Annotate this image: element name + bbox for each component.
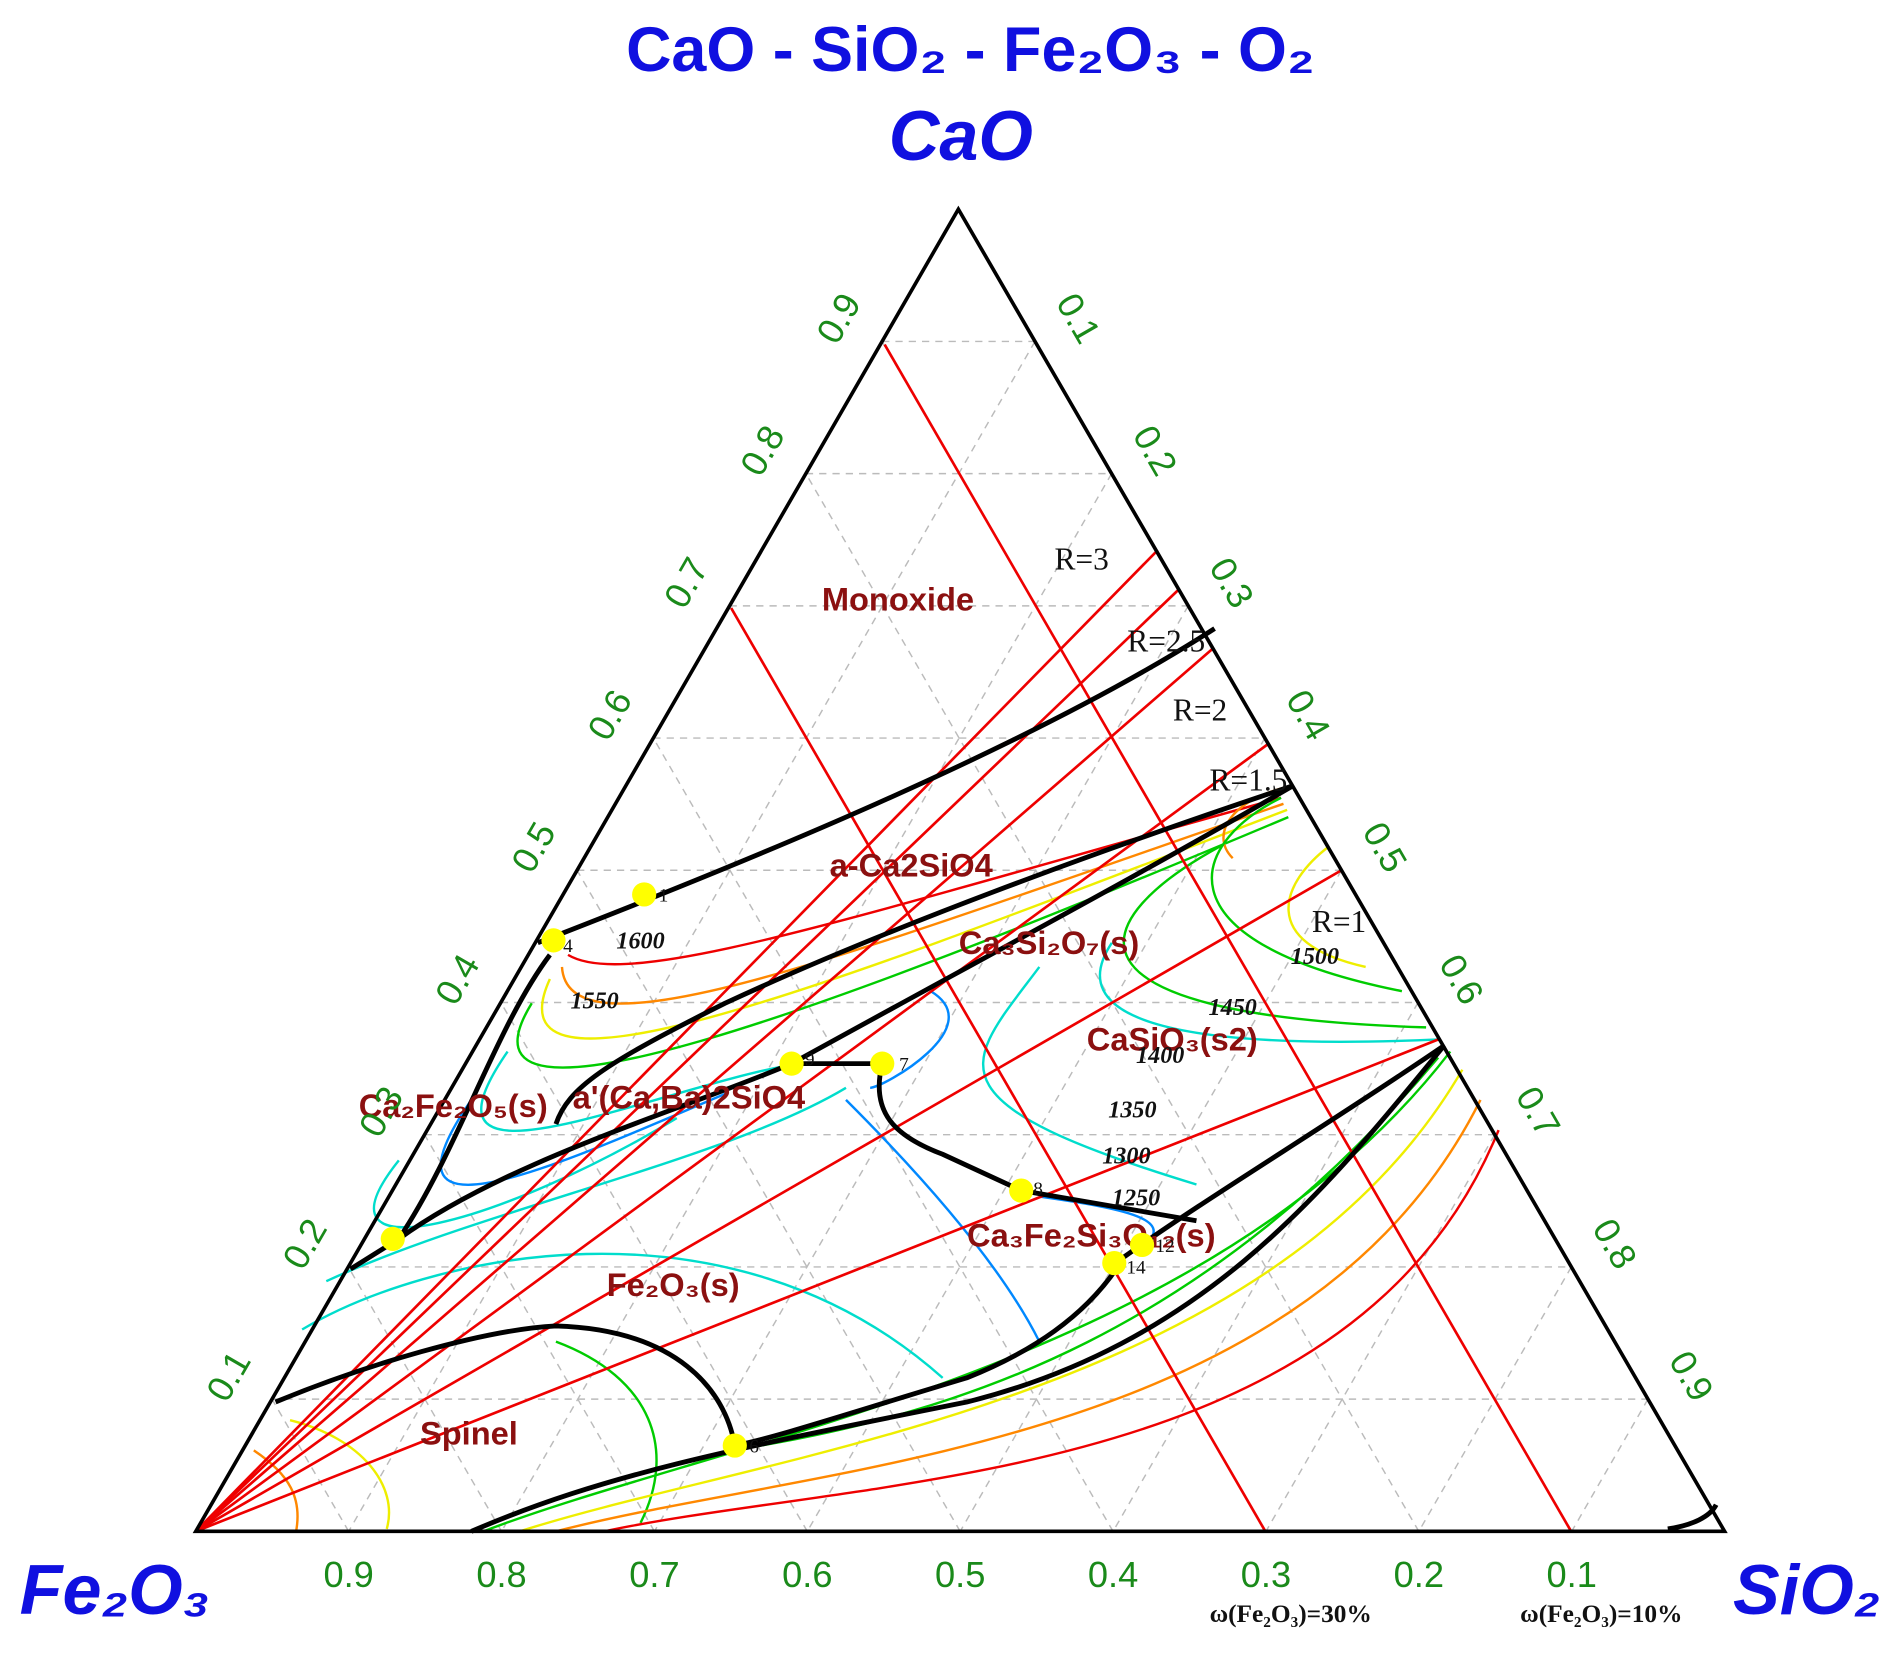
title: CaO - SiO₂ - Fe₂O₃ - O₂ bbox=[626, 15, 1315, 85]
isotherm-label: 1450 bbox=[1209, 994, 1257, 1021]
tick-label: 0.1 bbox=[1547, 1554, 1597, 1595]
point bbox=[870, 1051, 895, 1076]
tick-label: 0.1 bbox=[198, 1344, 259, 1408]
ratio-label: R=2 bbox=[1173, 692, 1227, 727]
tick-label: 0.5 bbox=[1355, 815, 1416, 879]
isotherm-label: 1500 bbox=[1291, 943, 1339, 970]
point bbox=[380, 1226, 405, 1251]
tick-label: 0.9 bbox=[808, 286, 869, 350]
grid-line bbox=[500, 1002, 808, 1532]
ratio-label: R=1.5 bbox=[1209, 762, 1287, 797]
point-label: 12 bbox=[1155, 1236, 1174, 1257]
tick-label: 0.9 bbox=[1661, 1344, 1722, 1408]
tick-label: 0.2 bbox=[274, 1212, 335, 1276]
isotherm-label: 1400 bbox=[1136, 1042, 1184, 1069]
isotherm-label: 1600 bbox=[616, 927, 664, 954]
grid-line bbox=[500, 473, 1113, 1532]
phase-boundaries bbox=[274, 626, 1719, 1534]
point bbox=[1102, 1250, 1127, 1276]
grid-line bbox=[1112, 1002, 1419, 1532]
tick-label: 0.6 bbox=[1431, 947, 1492, 1011]
phase-label: Spinel bbox=[420, 1415, 518, 1452]
invariant-points: 1 4 6 7 8 9 12 14 bbox=[380, 882, 1175, 1458]
tick-label: 0.7 bbox=[1508, 1079, 1569, 1143]
phase-label: a-Ca2SiO4 bbox=[830, 846, 993, 883]
triangle bbox=[192, 205, 1728, 1534]
ratio-label: R=3 bbox=[1054, 541, 1108, 576]
tick-label: 0.6 bbox=[782, 1554, 832, 1595]
point bbox=[632, 882, 657, 907]
point-label: 7 bbox=[899, 1054, 909, 1075]
point-label: 4 bbox=[563, 936, 573, 957]
tick-label: 0.2 bbox=[1125, 418, 1186, 482]
fe2o3-line-label: ω(Fe₂O₃)=10% bbox=[1520, 1600, 1682, 1628]
tick-label: 0.8 bbox=[1585, 1212, 1646, 1276]
tick-label: 0.3 bbox=[1241, 1554, 1291, 1595]
tick-label: 0.3 bbox=[1202, 551, 1263, 615]
fe2o3-line-label: ω(Fe₂O₃)=30% bbox=[1210, 1600, 1372, 1628]
grid-line bbox=[1265, 1134, 1496, 1532]
isotherms bbox=[253, 784, 1500, 1533]
isotherm-label: 1350 bbox=[1108, 1097, 1156, 1124]
ratio-label: R=1 bbox=[1312, 904, 1366, 939]
phase-label: Ca₃Fe₂Si₃O₁₂(s) bbox=[967, 1216, 1216, 1253]
point-label: 6 bbox=[749, 1436, 759, 1457]
phase-label: Monoxide bbox=[822, 581, 974, 618]
tick-label: 0.8 bbox=[732, 418, 793, 482]
phase-label: a'(Ca,Ba)2SiO4 bbox=[573, 1079, 806, 1116]
isotherm-label: 1250 bbox=[1112, 1185, 1160, 1212]
point-label: 8 bbox=[1033, 1179, 1043, 1200]
tick-label: 0.7 bbox=[629, 1554, 679, 1595]
isotherm-label: 1300 bbox=[1102, 1142, 1150, 1169]
grid-line bbox=[348, 341, 1036, 1532]
point-label: 14 bbox=[1126, 1258, 1146, 1279]
tick-label: 0.9 bbox=[323, 1554, 373, 1595]
point bbox=[1129, 1232, 1155, 1258]
guide-lines bbox=[194, 343, 1573, 1533]
tick-label: 0.1 bbox=[1048, 286, 1109, 350]
point bbox=[779, 1051, 804, 1076]
ratio-label: R=2.5 bbox=[1127, 623, 1205, 658]
phase-label: Ca₂Fe₂O₅(s) bbox=[359, 1087, 548, 1124]
tick-label: 0.8 bbox=[476, 1554, 526, 1595]
point bbox=[722, 1433, 747, 1458]
tick-label: 0.5 bbox=[503, 815, 564, 879]
phase-label: Fe₂O₃(s) bbox=[607, 1266, 740, 1303]
vertex-left: Fe₂O₃ bbox=[20, 1551, 210, 1629]
phase-label: Ca₃Si₂O₇(s) bbox=[959, 924, 1139, 961]
point bbox=[1009, 1178, 1034, 1203]
tick-label: 0.5 bbox=[935, 1554, 985, 1595]
grid-line bbox=[1571, 1398, 1649, 1532]
grid-line bbox=[653, 605, 1189, 1532]
tick-label: 0.4 bbox=[1278, 683, 1339, 747]
grid-line bbox=[805, 473, 1420, 1532]
point bbox=[541, 928, 566, 953]
labels: CaO - SiO₂ - Fe₂O₃ - O₂ CaO Fe₂O₃ SiO₂ M… bbox=[20, 15, 1881, 1629]
tick-label: 0.2 bbox=[1394, 1554, 1444, 1595]
tick-label: 0.6 bbox=[579, 683, 640, 747]
vertex-top: CaO bbox=[889, 97, 1033, 175]
point-label: 9 bbox=[805, 1050, 815, 1071]
tick-label: 0.7 bbox=[656, 551, 717, 615]
vertex-right: SiO₂ bbox=[1733, 1551, 1880, 1629]
point-label: 1 bbox=[659, 885, 669, 906]
tick-label: 0.4 bbox=[427, 947, 488, 1011]
isotherm-label: 1550 bbox=[570, 988, 618, 1015]
tick-label: 0.4 bbox=[1088, 1554, 1138, 1595]
phase-label: CaSiO₃(s2) bbox=[1087, 1021, 1258, 1058]
